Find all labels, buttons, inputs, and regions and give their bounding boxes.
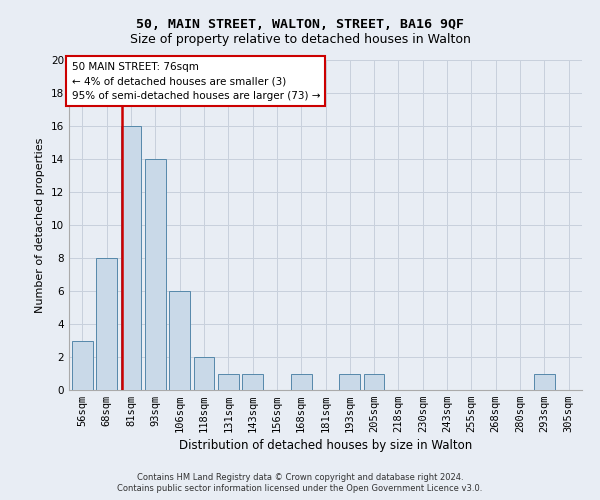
Text: Contains public sector information licensed under the Open Government Licence v3: Contains public sector information licen…: [118, 484, 482, 493]
Text: 50, MAIN STREET, WALTON, STREET, BA16 9QF: 50, MAIN STREET, WALTON, STREET, BA16 9Q…: [136, 18, 464, 30]
X-axis label: Distribution of detached houses by size in Walton: Distribution of detached houses by size …: [179, 440, 472, 452]
Bar: [534, 374, 554, 390]
Bar: [340, 374, 360, 390]
Y-axis label: Number of detached properties: Number of detached properties: [35, 138, 46, 312]
Bar: [97, 258, 117, 390]
Bar: [169, 291, 190, 390]
Text: Contains HM Land Registry data © Crown copyright and database right 2024.: Contains HM Land Registry data © Crown c…: [137, 472, 463, 482]
Bar: [218, 374, 239, 390]
Bar: [145, 159, 166, 390]
Text: 50 MAIN STREET: 76sqm
← 4% of detached houses are smaller (3)
95% of semi-detach: 50 MAIN STREET: 76sqm ← 4% of detached h…: [71, 62, 320, 101]
Bar: [121, 126, 142, 390]
Bar: [291, 374, 311, 390]
Bar: [364, 374, 385, 390]
Bar: [194, 357, 214, 390]
Bar: [242, 374, 263, 390]
Bar: [72, 340, 93, 390]
Text: Size of property relative to detached houses in Walton: Size of property relative to detached ho…: [130, 32, 470, 46]
